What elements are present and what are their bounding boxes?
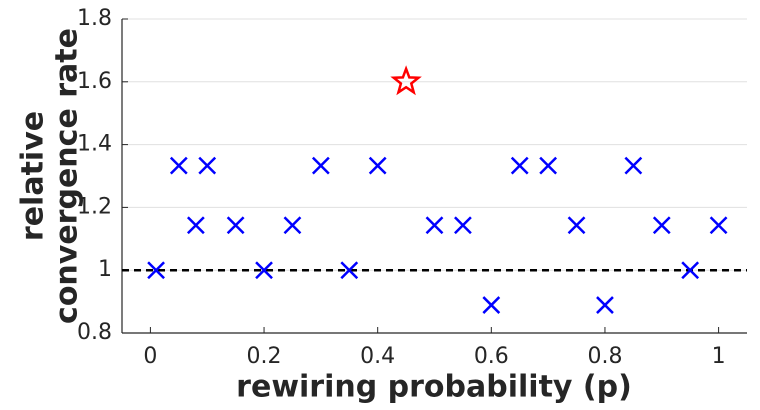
x-marker bbox=[709, 216, 728, 235]
x-marker bbox=[368, 156, 387, 175]
x-tick-label: 0.4 bbox=[360, 344, 395, 369]
x-marker bbox=[624, 156, 643, 175]
x-tick-label: 0 bbox=[143, 344, 157, 369]
y-tick-label: 1.4 bbox=[77, 132, 112, 157]
x-marker bbox=[539, 156, 558, 175]
x-marker bbox=[425, 216, 444, 235]
x-tick-label: 0.6 bbox=[474, 344, 509, 369]
x-marker bbox=[226, 216, 245, 235]
x-marker bbox=[147, 261, 165, 280]
x-axis-label: rewiring probability (p) bbox=[236, 370, 632, 405]
x-marker bbox=[186, 216, 205, 235]
x-tick-label: 1 bbox=[712, 344, 726, 369]
x-marker bbox=[169, 156, 188, 175]
x-marker bbox=[482, 296, 501, 314]
x-marker bbox=[340, 261, 359, 280]
x-marker bbox=[255, 261, 273, 280]
x-marker bbox=[681, 261, 700, 280]
x-marker bbox=[454, 216, 472, 235]
y-tick-label: 1.2 bbox=[77, 194, 112, 219]
x-marker bbox=[567, 216, 586, 235]
x-tick-label: 0.2 bbox=[247, 344, 282, 369]
star-marker bbox=[390, 65, 422, 96]
x-marker bbox=[652, 216, 671, 235]
x-marker bbox=[311, 156, 330, 175]
y-tick-label: 0.8 bbox=[77, 320, 112, 345]
y-axis-label: relative bbox=[16, 111, 51, 241]
x-marker bbox=[283, 216, 302, 235]
y-tick-label: 1.8 bbox=[77, 6, 112, 31]
y-axis-label: convergence rate bbox=[50, 28, 85, 324]
x-marker bbox=[596, 296, 614, 314]
x-marker bbox=[198, 156, 217, 175]
x-tick-label: 0.8 bbox=[587, 344, 622, 369]
x-marker bbox=[510, 156, 529, 175]
y-tick-label: 1 bbox=[98, 257, 112, 282]
y-tick-label: 1.6 bbox=[77, 69, 112, 94]
